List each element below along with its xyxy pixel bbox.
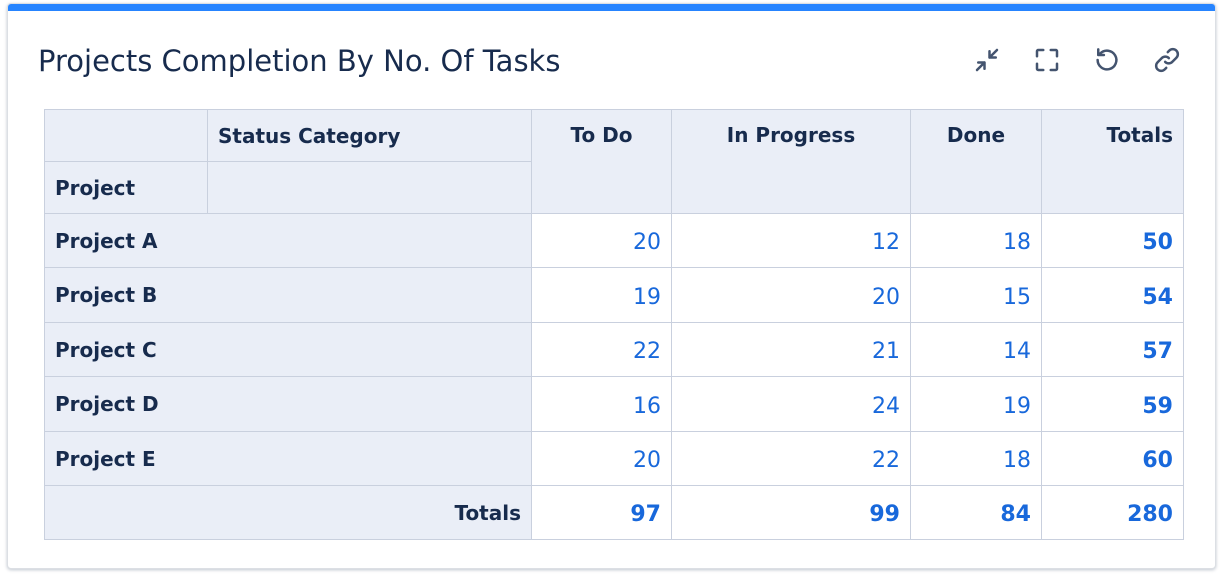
totals-row: Totals 97 99 84 280 (44, 485, 1184, 540)
row-label-project-b: Project B (44, 267, 532, 323)
cell-value[interactable]: 19 (910, 376, 1042, 432)
two-dimensional-stats-table: Status Category To Do In Progress Done T… (44, 109, 1184, 540)
row-total[interactable]: 50 (1041, 213, 1184, 268)
row-total[interactable]: 57 (1041, 322, 1184, 377)
cell-value[interactable]: 18 (910, 431, 1042, 486)
cell-value[interactable]: 22 (671, 431, 911, 486)
table-row: Project E 20 22 18 60 (44, 431, 1184, 486)
cell-value[interactable]: 15 (910, 267, 1042, 323)
cell-value[interactable]: 24 (671, 376, 911, 432)
dashboard-gadget: Projects Completion By No. Of Tasks (7, 3, 1216, 569)
minimize-icon (975, 48, 999, 72)
link-button[interactable] (1149, 42, 1185, 78)
project-header: Project (44, 161, 208, 214)
refresh-button[interactable] (1089, 42, 1125, 78)
cell-value[interactable]: 14 (910, 322, 1042, 377)
fullscreen-icon (1035, 48, 1059, 72)
row-total[interactable]: 54 (1041, 267, 1184, 323)
cell-value[interactable]: 20 (531, 431, 672, 486)
table-row: Project A 20 12 18 50 (44, 213, 1184, 268)
table-row: Project B 19 20 15 54 (44, 267, 1184, 323)
corner-cell (44, 109, 208, 162)
header-row-2: Project (44, 161, 1184, 214)
cell-value[interactable]: 20 (531, 213, 672, 268)
status-category-header: Status Category (207, 109, 532, 162)
gadget-accent-bar (8, 4, 1215, 11)
column-header-totals: Totals (1041, 109, 1184, 214)
cell-value[interactable]: 12 (671, 213, 911, 268)
row-total[interactable]: 59 (1041, 376, 1184, 432)
row-label-project-a: Project A (44, 213, 532, 268)
link-icon (1154, 47, 1180, 73)
grand-total[interactable]: 280 (1041, 485, 1184, 540)
header-row: Status Category To Do In Progress Done T… (44, 109, 1184, 214)
cell-value[interactable]: 16 (531, 376, 672, 432)
column-total[interactable]: 99 (671, 485, 911, 540)
cell-value[interactable]: 19 (531, 267, 672, 323)
minimize-button[interactable] (969, 42, 1005, 78)
column-total[interactable]: 84 (910, 485, 1042, 540)
column-header-to-do: To Do (531, 109, 672, 214)
row-label-project-e: Project E (44, 431, 532, 486)
cell-value[interactable]: 21 (671, 322, 911, 377)
row-label-project-d: Project D (44, 376, 532, 432)
table-row: Project C 22 21 14 57 (44, 322, 1184, 377)
totals-row-label: Totals (44, 485, 532, 540)
gadget-title: Projects Completion By No. Of Tasks (38, 44, 561, 78)
cell-value[interactable]: 18 (910, 213, 1042, 268)
column-header-done: Done (910, 109, 1042, 214)
cell-value[interactable]: 22 (531, 322, 672, 377)
table-row: Project D 16 24 19 59 (44, 376, 1184, 432)
refresh-icon (1096, 48, 1118, 71)
cell-value[interactable]: 20 (671, 267, 911, 323)
column-header-in-progress: In Progress (671, 109, 911, 214)
column-total[interactable]: 97 (531, 485, 672, 540)
empty-header-cell (207, 161, 532, 214)
fullscreen-button[interactable] (1029, 42, 1065, 78)
gadget-toolbar (969, 42, 1185, 78)
row-label-project-c: Project C (44, 322, 532, 377)
row-total[interactable]: 60 (1041, 431, 1184, 486)
